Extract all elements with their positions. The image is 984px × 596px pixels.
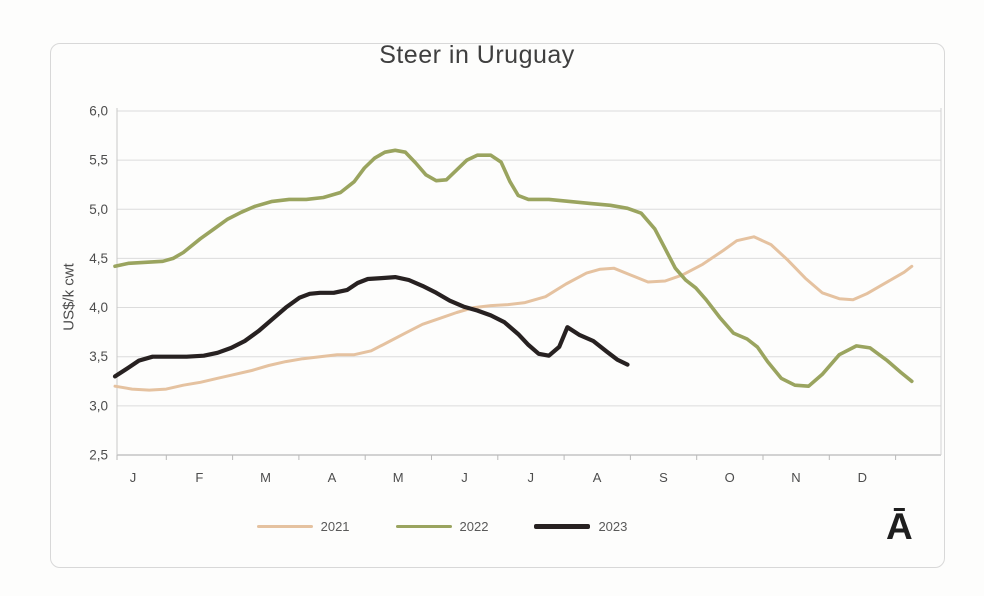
axes-group [116,108,942,460]
series-line-2023 [112,275,630,379]
series-line-2021 [113,235,914,392]
legend-label-2022: 2022 [459,519,489,534]
y-tick-label-4,5: 4,5 [89,251,108,266]
series-line-2022 [113,148,914,389]
y-tick-label-5,5: 5,5 [89,153,108,168]
x-tick-label-6-J: J [528,470,535,485]
gridlines-group [117,110,941,407]
x-tick-label-4-M: M [393,470,404,485]
x-tick-label-3-A: A [328,470,337,485]
y-tick-label-5,0: 5,0 [89,202,108,217]
axis-labels-group: 6,0 5,5 5,0 4,5 4,0 3,5 3,0 2,5 J F M A M J J A S O N D [89,103,867,485]
legend-swatch-2023 [534,524,591,529]
chart-frame [50,43,945,568]
chart-legend: 2021 2022 2023 [50,519,904,534]
legend-label-2023: 2023 [598,519,628,534]
legend-item-2021: 2021 [256,519,350,534]
legend-swatch-2021 [256,525,313,528]
series-lines-group [112,148,914,392]
x-tick-label-0-J: J [130,470,137,485]
x-tick-label-9-O: O [725,470,735,485]
legend-item-2023: 2023 [534,519,627,534]
x-tick-label-8-S: S [659,470,668,485]
legend-label-2021: 2021 [320,519,350,534]
x-tick-label-11-D: D [858,470,867,485]
watermark-a-macron: Ā [886,506,913,547]
legend-swatch-2022 [395,524,452,529]
y-tick-label-3,5: 3,5 [89,349,108,364]
y-tick-label-2,5: 2,5 [89,448,108,463]
x-tick-label-7-A: A [593,470,602,485]
legend-item-2022: 2022 [395,519,489,534]
x-tick-label-10-N: N [791,470,800,485]
y-tick-label-6,0: 6,0 [89,103,108,118]
x-tick-label-1-F: F [195,470,203,485]
y-tick-label-3,0: 3,0 [89,398,108,413]
y-tick-label-4,0: 4,0 [89,300,108,315]
x-tick-label-5-J: J [461,470,468,485]
chart-title: Steer in Uruguay [379,41,575,69]
x-tick-label-2-M: M [260,470,271,485]
